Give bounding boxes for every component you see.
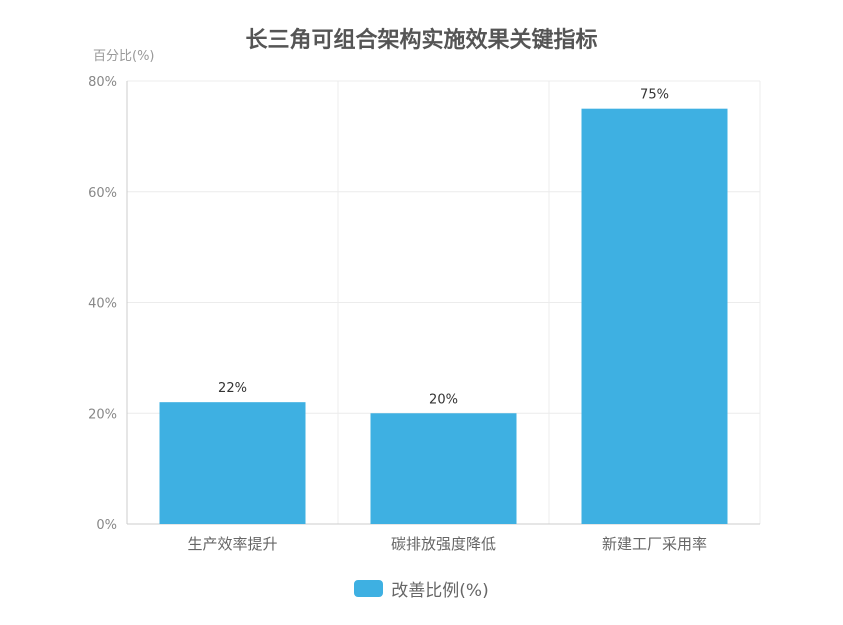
bar (159, 402, 306, 524)
bar (370, 413, 517, 524)
bar-data-label: 20% (429, 392, 458, 407)
y-tick-label: 20% (88, 407, 117, 422)
chart-title: 长三角可组合架构实施效果关键指标 (245, 28, 598, 53)
bar (581, 108, 728, 524)
y-tick-label: 60% (88, 186, 117, 201)
y-axis-label: 百分比(%) (93, 49, 155, 64)
y-tick-label: 0% (96, 518, 117, 533)
x-tick-label: 生产效率提升 (187, 535, 277, 553)
legend[interactable]: 改善比例(%) (0, 576, 843, 601)
legend-label: 改善比例(%) (391, 581, 489, 601)
x-tick-label: 新建工厂采用率 (602, 535, 707, 553)
bar-data-label: 22% (218, 381, 247, 396)
x-tick-label: 碳排放强度降低 (391, 535, 496, 553)
y-tick-label: 40% (88, 297, 117, 312)
legend-swatch (354, 580, 384, 597)
bar-data-label: 75% (640, 88, 669, 103)
y-tick-label: 80% (88, 75, 117, 90)
